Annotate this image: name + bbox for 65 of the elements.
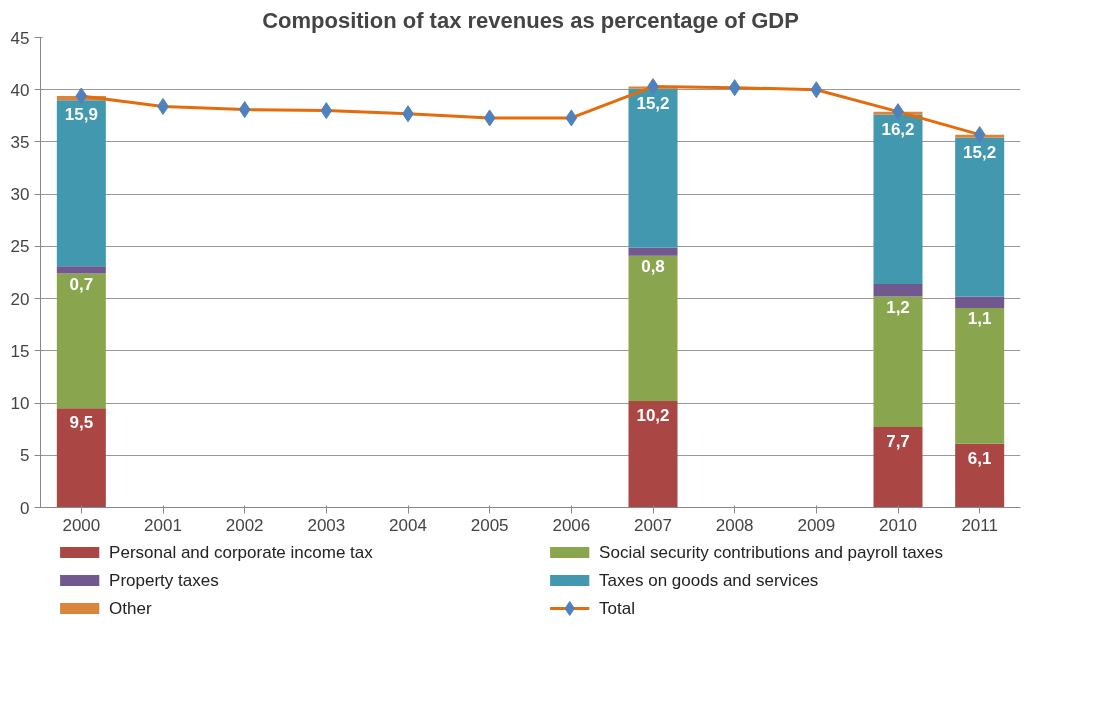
data-label: 15,2 bbox=[636, 93, 670, 113]
bar bbox=[955, 296, 1005, 309]
point bbox=[973, 126, 986, 144]
y-tick-label: 0 bbox=[20, 498, 30, 518]
point bbox=[483, 109, 496, 127]
bar bbox=[56, 273, 106, 409]
x-tick-label: 2006 bbox=[552, 515, 591, 535]
data-label: 15,2 bbox=[963, 142, 997, 162]
data-label: 0,7 bbox=[69, 274, 94, 294]
x-tick-label: 2005 bbox=[470, 515, 509, 535]
point bbox=[75, 87, 88, 105]
bar bbox=[873, 283, 923, 297]
bar bbox=[56, 100, 106, 267]
legend-label: Property taxes bbox=[109, 571, 219, 590]
x-tick-label: 2010 bbox=[879, 515, 917, 535]
bar bbox=[955, 443, 1005, 508]
y-tick-label: 5 bbox=[20, 446, 30, 466]
y-tick-label: 20 bbox=[10, 289, 30, 309]
chart-title: Composition of tax revenues as percentage of GDP bbox=[262, 7, 799, 33]
data-label: 0,8 bbox=[641, 256, 665, 276]
point bbox=[810, 81, 823, 99]
x-tick-label: 2004 bbox=[389, 515, 427, 535]
x-tick-label: 2000 bbox=[62, 515, 101, 535]
x-tick-label: 2002 bbox=[225, 515, 264, 535]
x-tick-label: 2003 bbox=[307, 515, 346, 535]
data-label: 10,2 bbox=[636, 405, 670, 425]
bar bbox=[873, 114, 923, 284]
point bbox=[320, 102, 333, 120]
bar bbox=[955, 137, 1005, 297]
x-tick-label: 2001 bbox=[144, 515, 182, 535]
bar bbox=[628, 247, 678, 256]
y-tick-label: 15 bbox=[10, 341, 30, 361]
legend-label: Taxes on goods and services bbox=[599, 571, 819, 590]
data-label: 15,9 bbox=[64, 105, 98, 125]
bar bbox=[873, 296, 923, 428]
legend-label: Personal and corporate income tax bbox=[109, 543, 374, 562]
legend-label: Social security contributions and payroll taxes bbox=[599, 543, 944, 562]
y-tick-label: 35 bbox=[10, 132, 30, 152]
data-label: 7,7 bbox=[886, 432, 910, 452]
data-label: 9,5 bbox=[69, 413, 94, 433]
bar bbox=[873, 427, 923, 508]
bar bbox=[56, 408, 106, 508]
y-tick-label: 25 bbox=[10, 237, 30, 257]
bar bbox=[56, 266, 106, 274]
bar bbox=[955, 308, 1005, 444]
bar bbox=[628, 400, 678, 508]
legend-label: Other bbox=[109, 599, 152, 618]
y-tick-label: 45 bbox=[10, 28, 30, 48]
point bbox=[728, 79, 741, 97]
x-tick-label: 2009 bbox=[797, 515, 836, 535]
x-tick-label: 2011 bbox=[961, 515, 998, 535]
legend-label: Total bbox=[599, 599, 636, 618]
x-tick-label: 2008 bbox=[715, 515, 754, 535]
y-tick-label: 10 bbox=[10, 394, 30, 414]
point bbox=[565, 109, 578, 127]
y-tick-label: 30 bbox=[10, 185, 30, 205]
data-label: 16,2 bbox=[881, 119, 915, 139]
point bbox=[238, 101, 251, 119]
bar bbox=[628, 88, 678, 248]
data-label: 1,2 bbox=[886, 297, 910, 317]
data-label: 6,1 bbox=[967, 448, 992, 468]
x-tick-label: 2007 bbox=[634, 515, 672, 535]
y-tick-label: 40 bbox=[10, 80, 30, 100]
bar bbox=[628, 255, 678, 401]
data-label: 1,1 bbox=[967, 309, 992, 329]
